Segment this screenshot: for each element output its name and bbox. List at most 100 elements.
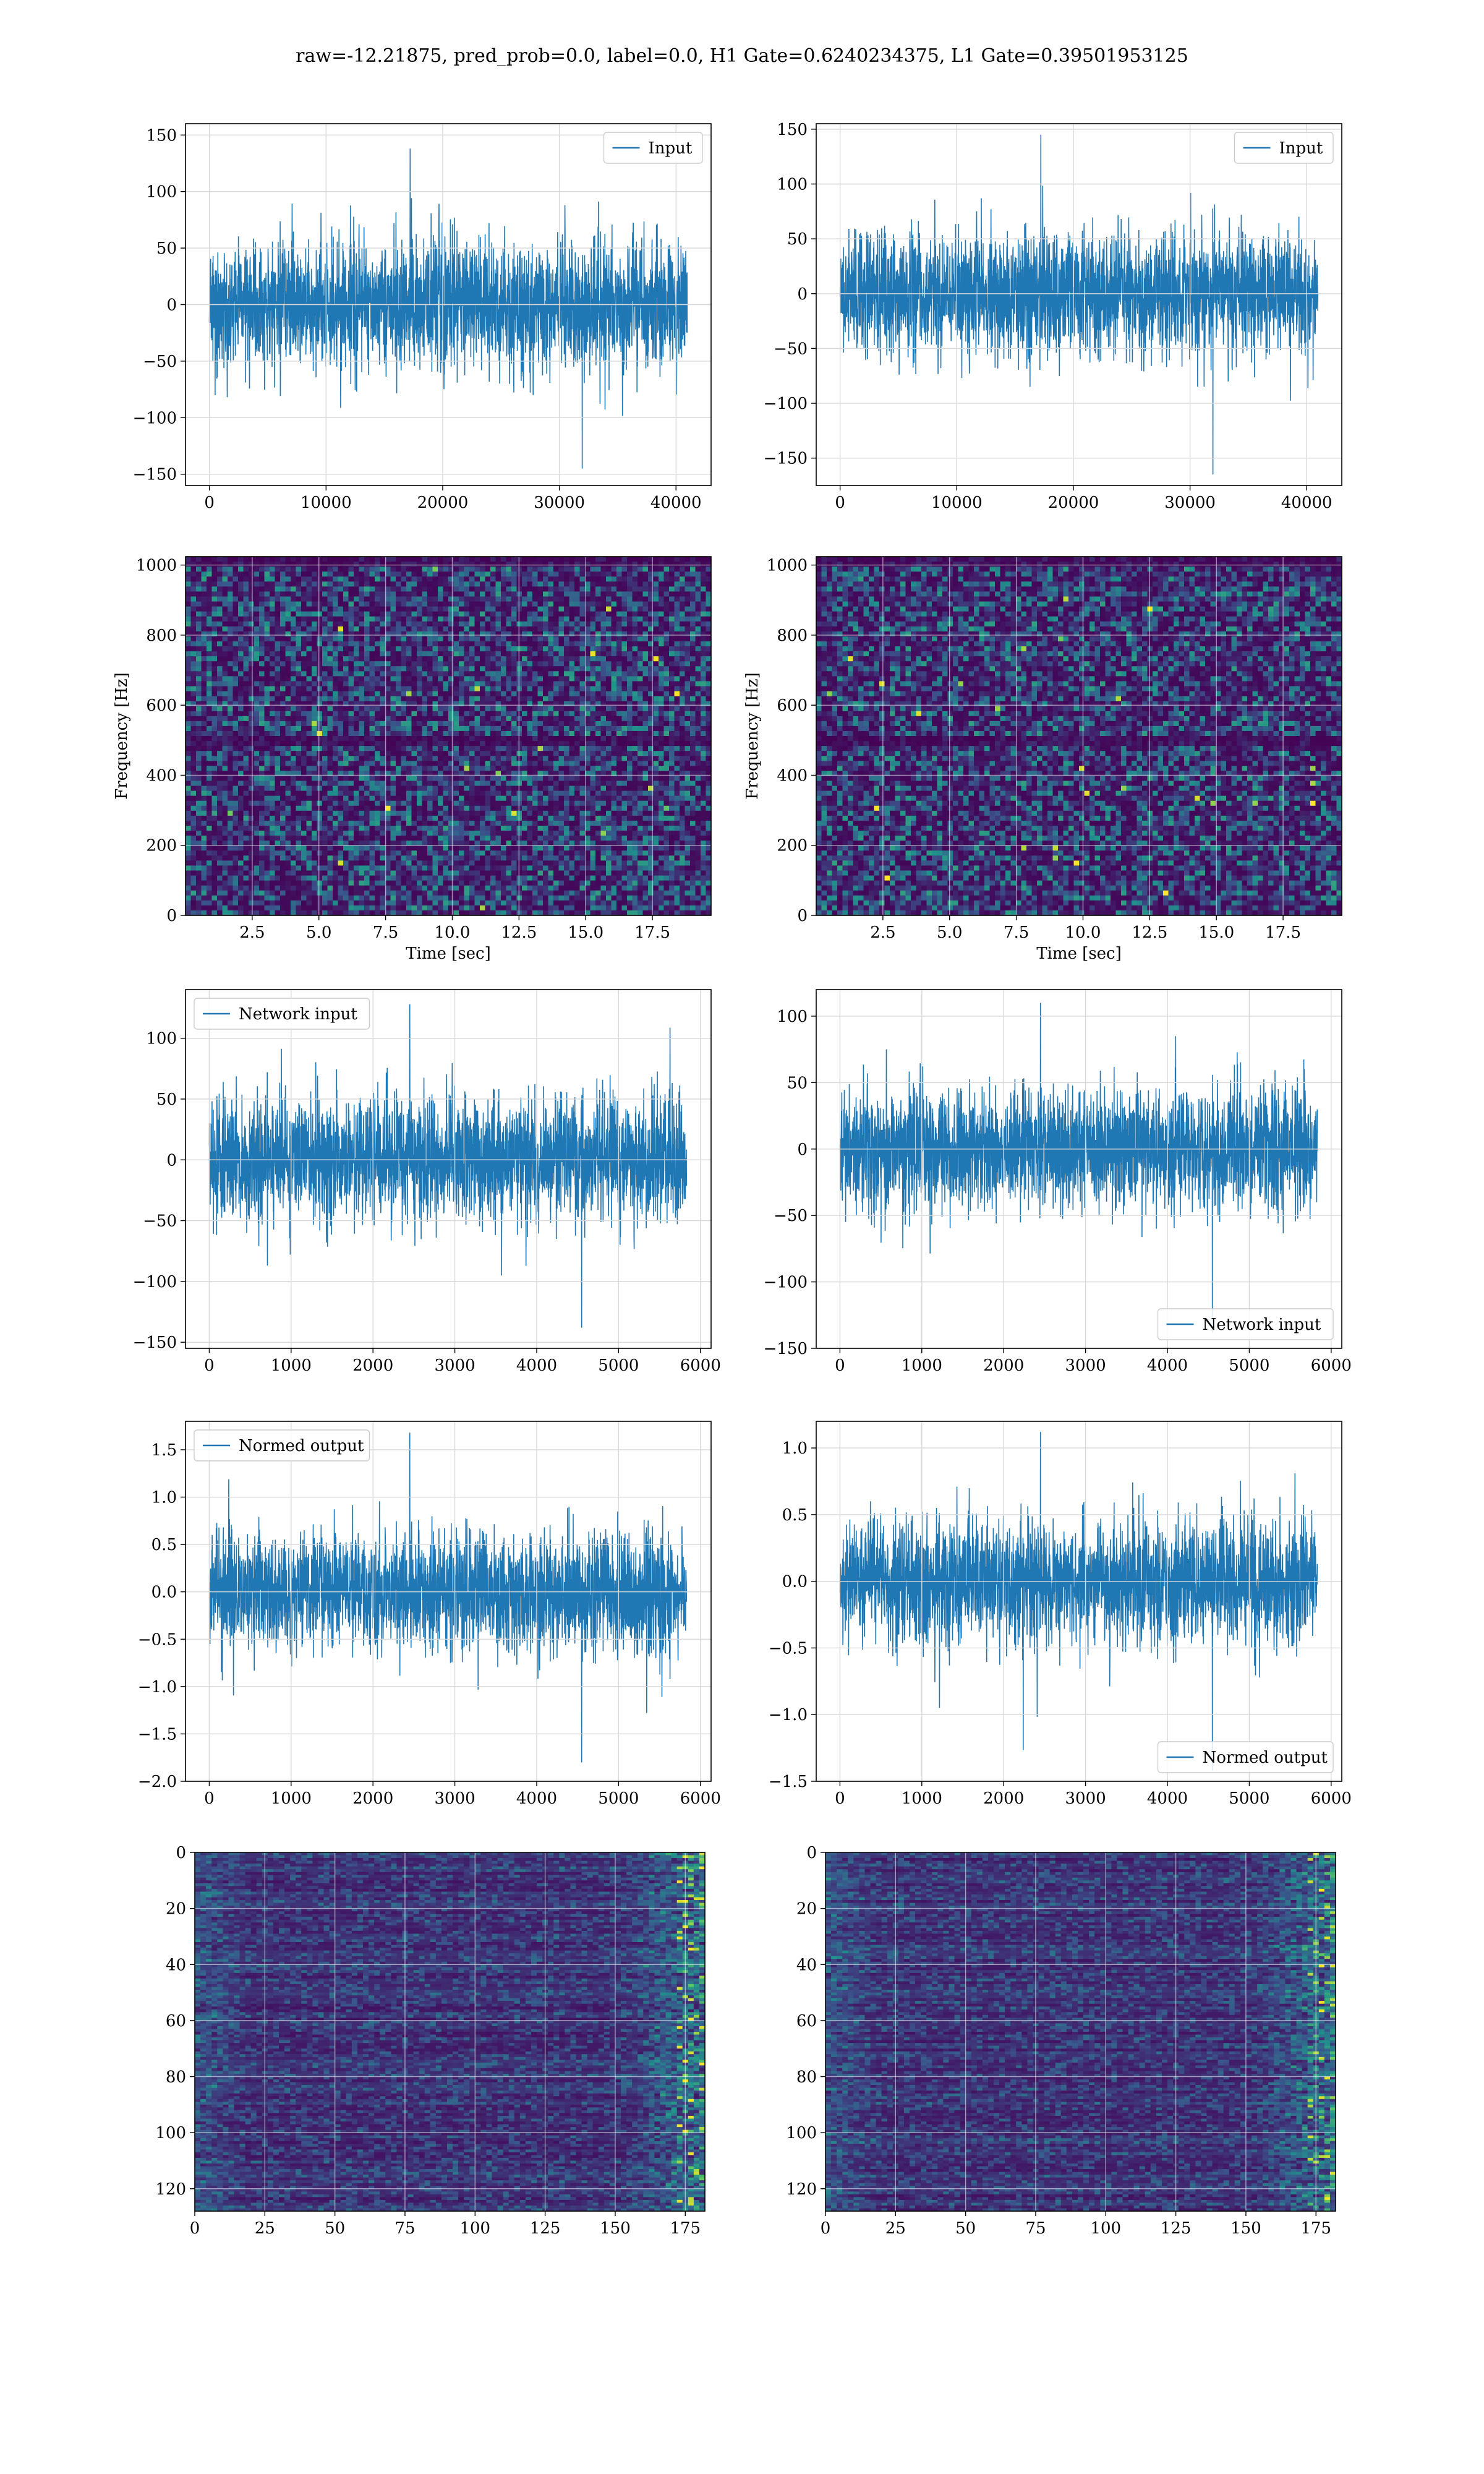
heatmap-cell <box>684 711 691 717</box>
heatmap-cell <box>706 771 711 777</box>
heatmap-cell <box>600 646 607 652</box>
heatmap-cell <box>232 741 239 747</box>
heatmap-cell <box>579 641 586 647</box>
heatmap-cell <box>680 571 686 577</box>
heatmap-cell <box>564 736 570 742</box>
heatmap-cell <box>259 601 265 607</box>
heatmap-cell <box>291 686 297 692</box>
heatmap-cell <box>222 766 228 771</box>
heatmap-cell <box>306 790 312 797</box>
heatmap-cell <box>600 686 607 692</box>
heatmap-cell <box>522 706 528 712</box>
heatmap-cell <box>695 631 701 637</box>
heatmap-cell <box>432 576 438 582</box>
heatmap-cell <box>270 716 276 722</box>
heatmap-cell <box>579 795 586 802</box>
heatmap-cell <box>553 706 560 712</box>
heatmap-cell <box>348 785 354 792</box>
heatmap-cell <box>186 726 192 732</box>
heatmap-cell <box>632 606 638 612</box>
heatmap-cell <box>680 721 686 727</box>
heatmap-cell <box>501 686 507 692</box>
heatmap-cell <box>621 761 628 766</box>
heatmap-cell <box>501 636 507 642</box>
heatmap-cell <box>228 631 234 637</box>
heatmap-cell <box>616 726 623 732</box>
heatmap-cell <box>448 557 454 562</box>
heatmap-cell <box>417 716 423 722</box>
heatmap-cell <box>590 766 596 771</box>
heatmap-cell <box>364 666 370 672</box>
heatmap-cell <box>585 621 591 627</box>
heatmap-cell <box>659 606 665 612</box>
heatmap-cell <box>585 681 591 687</box>
heatmap-cell <box>674 636 680 642</box>
heatmap-cell <box>243 795 249 802</box>
heatmap-cell <box>411 785 417 792</box>
heatmap-cell <box>621 751 628 756</box>
heatmap-cell <box>249 711 255 717</box>
heatmap-cell <box>417 586 423 592</box>
heatmap-cell <box>527 671 533 677</box>
heatmap-cell <box>684 676 691 682</box>
heatmap-cell <box>680 626 686 632</box>
heatmap-cell <box>280 795 286 802</box>
heatmap-cell <box>464 631 470 637</box>
heatmap-cell <box>522 571 528 577</box>
heatmap-cell <box>207 671 213 677</box>
heatmap-cell <box>211 557 218 562</box>
heatmap-cell <box>527 641 533 647</box>
heatmap-cell <box>537 576 544 582</box>
heatmap-cell <box>474 726 480 732</box>
heatmap-cell <box>627 696 633 702</box>
heatmap-cell <box>217 671 223 677</box>
heatmap-cell <box>674 776 680 782</box>
heatmap-cell <box>632 751 638 756</box>
heatmap-cell <box>427 596 433 602</box>
heatmap-cell <box>406 701 412 707</box>
heatmap-cell <box>364 676 370 682</box>
heatmap-cell <box>632 771 638 777</box>
heatmap-cell <box>427 746 433 751</box>
heatmap-cell <box>243 611 249 617</box>
heatmap-cell <box>280 656 286 662</box>
heatmap-cell <box>669 781 675 787</box>
heatmap-cell <box>259 591 265 597</box>
heatmap-cell <box>211 661 218 667</box>
heatmap-cell <box>296 696 302 702</box>
heatmap-cell <box>401 736 407 742</box>
heatmap-cell <box>621 661 628 667</box>
heatmap-cell <box>280 596 286 602</box>
heatmap-cell <box>254 746 260 751</box>
heatmap-cell <box>680 557 686 562</box>
heatmap-cell <box>364 751 370 756</box>
heatmap-cell <box>701 666 707 672</box>
heatmap-cell <box>600 736 607 742</box>
heatmap-cell <box>306 726 312 732</box>
heatmap-cell <box>638 616 644 622</box>
heatmap-cell <box>401 626 407 632</box>
heatmap-cell <box>396 746 402 751</box>
heatmap-cell <box>680 646 686 652</box>
heatmap-cell <box>522 771 528 777</box>
heatmap-cell <box>196 661 202 667</box>
heatmap-cell <box>317 576 323 582</box>
heatmap-cell <box>317 601 323 607</box>
heatmap-cell <box>495 696 501 702</box>
heatmap-cell <box>464 686 470 692</box>
heatmap-cell <box>579 726 586 732</box>
heatmap-cell <box>638 716 644 722</box>
heatmap-cell <box>511 596 518 602</box>
heatmap-cell <box>627 591 633 597</box>
heatmap-cell <box>579 596 586 602</box>
heatmap-cell <box>527 576 533 582</box>
heatmap-cell <box>228 681 234 687</box>
heatmap-cell <box>490 790 497 797</box>
heatmap-cell <box>680 701 686 707</box>
heatmap-cell <box>690 626 696 632</box>
heatmap-cell <box>684 596 691 602</box>
heatmap-cell <box>438 562 444 567</box>
heatmap-cell <box>375 766 381 771</box>
heatmap-cell <box>438 557 444 562</box>
heatmap-cell <box>684 567 691 572</box>
